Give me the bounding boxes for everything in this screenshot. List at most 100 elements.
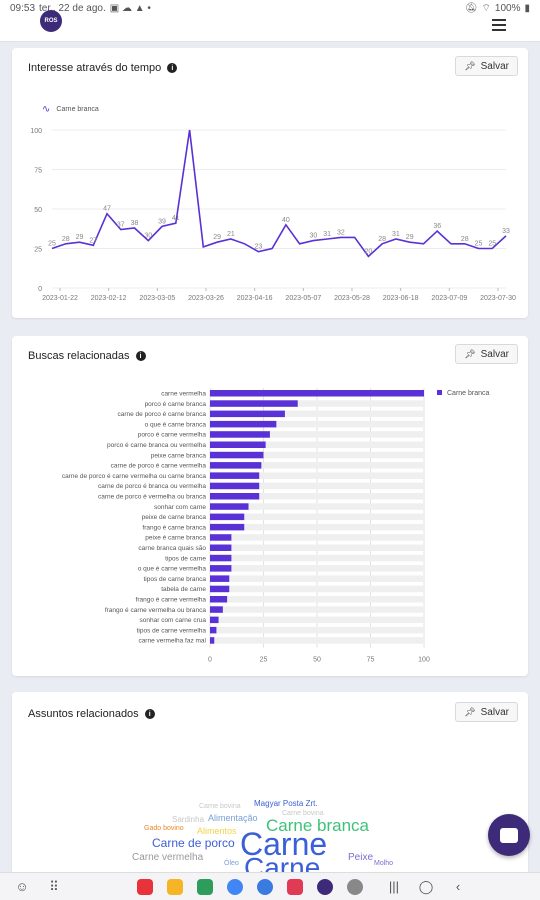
- category-label: porco é carne branca: [145, 401, 207, 408]
- data-label: 21: [227, 231, 235, 238]
- back-icon[interactable]: ‹: [455, 879, 461, 894]
- x-tick-label: 25: [260, 657, 268, 664]
- bar: [210, 431, 270, 438]
- home-icon[interactable]: ◯: [418, 878, 434, 894]
- data-label: 25: [488, 241, 496, 248]
- chrome-icon[interactable]: [227, 878, 243, 895]
- bar: [210, 451, 264, 459]
- bar: [210, 513, 245, 521]
- line-chart-legend: ∿ Carne branca: [42, 104, 99, 115]
- bar: [210, 575, 230, 582]
- data-label: 28: [62, 236, 70, 243]
- app-icon-red[interactable]: [137, 878, 153, 895]
- bar: [210, 534, 232, 541]
- bar: [210, 637, 215, 644]
- line-series-icon: ∿: [42, 104, 51, 115]
- info-icon[interactable]: i: [144, 709, 155, 719]
- data-label: 29: [406, 234, 414, 241]
- word-magyar-posta[interactable]: Magyar Posta Zrt.: [254, 799, 318, 808]
- word-carne-bovina-1[interactable]: Carne bovina: [199, 803, 241, 810]
- category-label: carne de porco é carne vermelha ou carne…: [62, 473, 207, 480]
- category-label: carne de porco é carne vermelha: [111, 463, 207, 470]
- pin-icon: 📌︎: [464, 348, 476, 359]
- save-label: Salvar: [480, 60, 509, 72]
- data-label: 27: [89, 237, 97, 244]
- related-topics-card: Assuntos relacionados i 📌︎ Salvar Magyar…: [12, 692, 528, 892]
- menu-icon[interactable]: [492, 19, 506, 31]
- app-icon-purple[interactable]: [317, 878, 333, 895]
- series-line-carne-branca: [51, 129, 507, 258]
- word-alimentos[interactable]: Alimentos: [197, 826, 237, 836]
- app-icon-yellow[interactable]: [167, 878, 183, 895]
- data-label: 29: [76, 234, 84, 241]
- app-grid-icon[interactable]: ⠿: [49, 878, 59, 894]
- category-label: carne de porco é vermelha ou branca: [98, 494, 206, 501]
- info-icon[interactable]: i: [135, 351, 146, 361]
- word-carne-large[interactable]: Carne: [240, 826, 328, 862]
- line-legend-label: Carne branca: [56, 106, 99, 113]
- bar-track: [210, 431, 424, 438]
- searches-card-header: Buscas relacionadas i: [28, 350, 146, 362]
- word-cloud: Magyar Posta Zrt. Carne bovina Sardinha …: [12, 692, 528, 892]
- bar-track: [210, 441, 424, 448]
- site-logo[interactable]: ROS: [40, 10, 62, 32]
- bar: [210, 606, 223, 613]
- bar: [210, 616, 219, 624]
- word-carne-de-porco[interactable]: Carne de porco: [152, 836, 235, 850]
- word-carne-vermelha[interactable]: Carne vermelha: [132, 852, 204, 863]
- word-sardinha[interactable]: Sardinha: [172, 815, 205, 824]
- related-searches-card: Buscas relacionadas i 📌︎ Salvar 0 25 50 75 1…: [12, 336, 528, 676]
- word-alimentacao[interactable]: Alimentação: [208, 813, 258, 823]
- bar-track: [210, 482, 424, 490]
- accessibility-icon[interactable]: ☺: [15, 879, 29, 894]
- bar: [210, 554, 232, 562]
- app-icon-gray[interactable]: [347, 878, 363, 895]
- messages-icon[interactable]: [257, 878, 273, 895]
- pin-icon: 📌︎: [464, 60, 476, 71]
- chat-button[interactable]: [488, 814, 530, 856]
- category-label: sonhar com carne: [154, 504, 206, 511]
- recent-apps-icon[interactable]: |||: [388, 879, 400, 894]
- x-tick-label: 2023-06-18: [383, 295, 419, 302]
- bar-track: [210, 637, 424, 644]
- category-label: carne branca quais são: [138, 545, 206, 552]
- category-label: carne de porco é carne branca: [117, 411, 206, 418]
- notification-icons: ▣ ☁ ▲ •: [109, 2, 151, 14]
- word-molho[interactable]: Molho: [374, 860, 394, 867]
- y-tick-label: 25: [34, 247, 42, 254]
- category-label: carne vermelha faz mal: [138, 638, 206, 645]
- x-tick-label: 2023-05-07: [285, 295, 321, 302]
- bar-track: [210, 410, 424, 418]
- word-gado-bovino[interactable]: Gado bovino: [144, 825, 184, 832]
- bar: [210, 420, 277, 428]
- bar: [210, 565, 232, 572]
- searches-save-button[interactable]: 📌︎ Salvar: [455, 344, 518, 364]
- topics-save-button[interactable]: 📌︎ Salvar: [455, 702, 518, 722]
- interest-save-button[interactable]: 📌︎ Salvar: [455, 56, 518, 76]
- data-label: 28: [378, 236, 386, 243]
- bar-track: [210, 503, 424, 510]
- category-label: porco é carne branca ou vermelha: [107, 442, 206, 449]
- x-tick-label: 2023-04-16: [237, 295, 273, 302]
- app-icon-red-2[interactable]: [287, 878, 303, 895]
- line-chart: 0 25 50 75 100 25 28 29 27 47 37 38 30 39 41 29 21 23 40 30…: [30, 128, 516, 302]
- topics-card-header: Assuntos relacionados i: [28, 708, 155, 720]
- info-icon[interactable]: i: [167, 63, 178, 73]
- word-peixe[interactable]: Peixe: [348, 852, 374, 863]
- data-label: 30: [309, 233, 317, 240]
- category-label: o que é carne vermelha: [138, 566, 207, 573]
- data-label: 33: [502, 228, 510, 235]
- x-tick-label: 2023-05-28: [334, 295, 370, 302]
- x-tick-label: 2023-07-30: [480, 295, 516, 302]
- x-tick-label: 2023-01-22: [42, 295, 78, 302]
- bar: [210, 400, 298, 407]
- word-oleo[interactable]: Óleo: [224, 860, 239, 867]
- bar-chart: 0 25 50 75 100 carne vermelha porco é carne br…: [62, 388, 490, 664]
- app-icon-green[interactable]: [197, 878, 213, 895]
- y-tick-label: 100: [30, 128, 42, 135]
- bar-track: [210, 585, 424, 593]
- word-carne-branca[interactable]: Carne branca: [266, 816, 370, 835]
- bar: [210, 482, 260, 490]
- category-label: carne de porco é branca ou vermelha: [98, 483, 206, 490]
- word-carne-bovina-2[interactable]: Carne bovina: [282, 810, 324, 817]
